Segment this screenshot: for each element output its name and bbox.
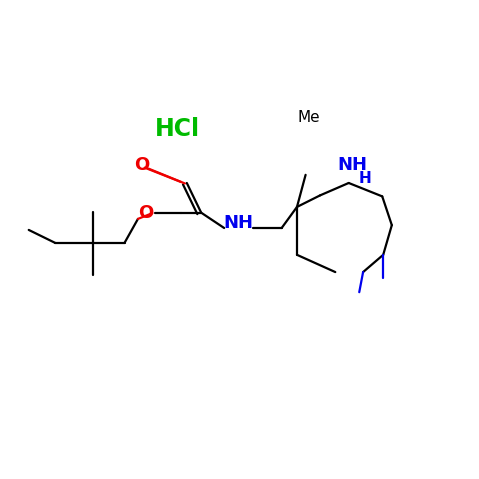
Text: O: O [138, 204, 154, 222]
Text: O: O [134, 156, 149, 174]
Text: H: H [358, 171, 371, 186]
Text: Me: Me [297, 110, 320, 125]
Text: NH: NH [337, 156, 367, 174]
Text: NH: NH [224, 214, 253, 232]
Text: HCl: HCl [155, 117, 200, 141]
